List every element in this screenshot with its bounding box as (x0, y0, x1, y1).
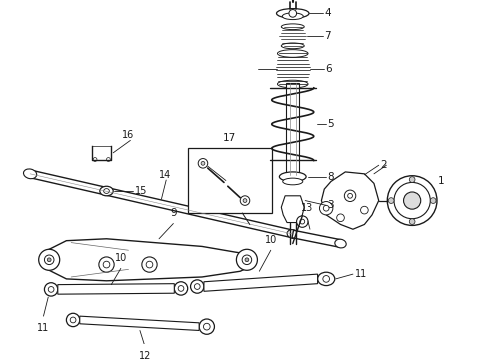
Text: 16: 16 (122, 130, 135, 140)
Ellipse shape (394, 183, 430, 219)
Ellipse shape (276, 9, 309, 18)
Ellipse shape (93, 158, 97, 161)
Ellipse shape (344, 190, 356, 202)
Ellipse shape (39, 249, 60, 270)
Ellipse shape (348, 193, 352, 198)
Polygon shape (80, 316, 199, 330)
Text: 6: 6 (325, 64, 332, 74)
Ellipse shape (323, 275, 330, 282)
Ellipse shape (289, 10, 296, 17)
Text: 17: 17 (223, 133, 236, 143)
Ellipse shape (70, 317, 76, 323)
Ellipse shape (142, 257, 157, 272)
Text: 1: 1 (438, 176, 444, 186)
Bar (286, 83, 299, 180)
Ellipse shape (387, 176, 437, 225)
Ellipse shape (198, 158, 208, 168)
Text: 15: 15 (135, 186, 147, 196)
Ellipse shape (146, 261, 153, 268)
Bar (188, 148, 272, 213)
Ellipse shape (24, 169, 37, 179)
Ellipse shape (337, 214, 344, 222)
Ellipse shape (409, 219, 415, 224)
Text: 7: 7 (324, 31, 331, 41)
Ellipse shape (296, 216, 308, 227)
Text: 2: 2 (381, 160, 387, 170)
Polygon shape (204, 274, 318, 291)
Ellipse shape (318, 272, 335, 285)
Ellipse shape (45, 255, 54, 265)
Text: 11: 11 (37, 323, 49, 333)
Ellipse shape (104, 189, 109, 193)
Ellipse shape (191, 280, 204, 293)
Text: 14: 14 (159, 170, 171, 180)
Ellipse shape (283, 178, 303, 185)
Ellipse shape (245, 258, 249, 262)
Ellipse shape (174, 282, 188, 295)
Ellipse shape (281, 24, 304, 30)
Ellipse shape (277, 80, 308, 88)
Ellipse shape (300, 219, 305, 224)
Ellipse shape (103, 261, 110, 268)
Ellipse shape (199, 319, 215, 334)
Ellipse shape (178, 285, 184, 291)
Ellipse shape (45, 283, 58, 296)
Text: 3: 3 (327, 201, 334, 210)
Ellipse shape (242, 255, 252, 265)
Ellipse shape (106, 158, 110, 161)
Ellipse shape (48, 258, 51, 262)
Ellipse shape (279, 172, 306, 181)
Ellipse shape (287, 230, 298, 238)
Ellipse shape (66, 313, 80, 327)
Ellipse shape (195, 284, 200, 289)
Ellipse shape (99, 257, 114, 272)
Polygon shape (292, 230, 341, 247)
Text: 4: 4 (324, 8, 331, 18)
Ellipse shape (240, 196, 250, 205)
Text: 13: 13 (301, 203, 313, 213)
Ellipse shape (243, 199, 247, 202)
Ellipse shape (48, 287, 54, 292)
Polygon shape (281, 196, 304, 222)
Ellipse shape (100, 186, 113, 196)
Ellipse shape (281, 43, 304, 49)
Ellipse shape (277, 50, 308, 57)
Ellipse shape (282, 13, 303, 19)
Ellipse shape (203, 323, 210, 330)
Text: 10: 10 (265, 234, 277, 244)
Ellipse shape (319, 202, 333, 215)
Ellipse shape (409, 177, 415, 183)
Ellipse shape (404, 192, 421, 209)
Text: 10: 10 (115, 253, 127, 263)
Polygon shape (48, 239, 254, 281)
Polygon shape (321, 172, 379, 229)
Polygon shape (29, 170, 294, 238)
Ellipse shape (335, 239, 346, 248)
Text: 11: 11 (355, 269, 367, 279)
Text: 8: 8 (327, 172, 334, 182)
Ellipse shape (388, 198, 394, 203)
Ellipse shape (236, 249, 257, 270)
Text: 5: 5 (327, 119, 334, 129)
Text: 9: 9 (170, 208, 177, 218)
Polygon shape (58, 284, 174, 294)
Text: 12: 12 (139, 351, 151, 360)
Ellipse shape (361, 206, 368, 214)
Ellipse shape (430, 198, 436, 203)
Ellipse shape (323, 205, 329, 211)
Ellipse shape (201, 161, 205, 165)
